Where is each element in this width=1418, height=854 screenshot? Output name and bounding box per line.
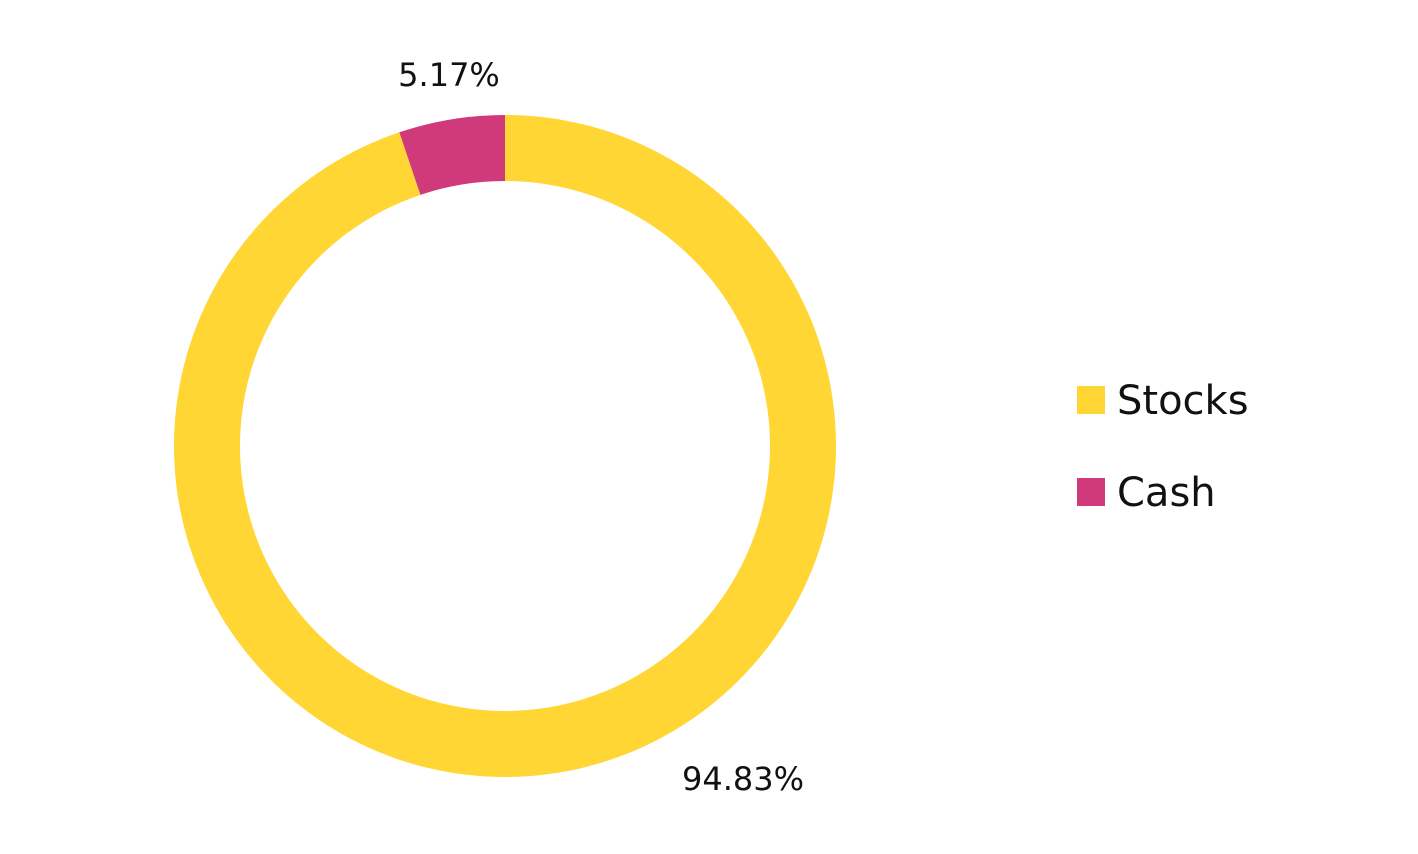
legend: Stocks Cash xyxy=(1077,378,1249,516)
data-labels: 94.83% 5.17% xyxy=(398,56,804,798)
donut-slices xyxy=(173,115,836,777)
legend-swatch-stocks xyxy=(1077,386,1105,414)
slice-cash xyxy=(399,115,505,195)
data-label-stocks: 94.83% xyxy=(682,760,804,798)
legend-swatch-cash xyxy=(1077,478,1105,506)
slice-stocks xyxy=(173,115,836,777)
legend-label-stocks: Stocks xyxy=(1117,378,1249,424)
legend-label-cash: Cash xyxy=(1117,470,1216,516)
data-label-cash: 5.17% xyxy=(398,56,500,94)
